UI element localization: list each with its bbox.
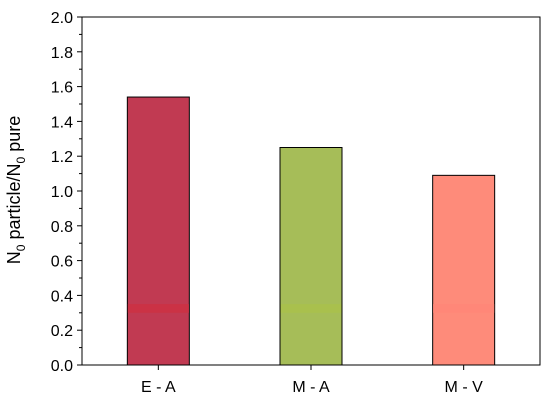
bar-m-a [279,147,343,366]
y-axis-title-part: N [4,251,24,264]
y-tick-label: 1.0 [51,184,73,201]
y-tick-label: 0.4 [51,288,73,305]
y-tick-label: 1.4 [51,114,73,131]
y-tick-label: 2.0 [51,10,73,27]
y-tick-label: 1.8 [51,45,73,62]
bar-highlight-band [127,304,189,313]
y-tick-label: 0.8 [51,219,73,236]
y-tick-label: 0.0 [51,358,73,375]
y-axis-title-part: pure [4,116,24,157]
x-tick-label: M - V [445,379,484,396]
y-tick-label: 0.6 [51,254,73,271]
x-tick-label: E - A [141,379,176,396]
y-tick-label: 0.2 [51,323,73,340]
bar-highlight-band [280,304,342,313]
y-axis-title-part: particle/N [4,164,24,245]
x-tick-label: M - A [292,379,330,396]
y-tick-label: 1.6 [51,80,73,97]
bar-e-a [126,96,190,366]
bars [126,96,496,366]
bar-m-v [432,174,496,366]
y-axis-title: N0 particle/N0 pure [4,116,28,264]
bar-highlight-band [433,304,495,313]
tick-labels: 0.0 0.2 0.4 0.6 0.8 1.0 1.2 1.4 1.6 1.8 2.0 E - A M … [51,10,483,396]
y-axis-title-subscript: 0 [14,244,28,251]
y-axis-title-subscript: 0 [14,157,28,164]
y-tick-label: 1.2 [51,149,73,166]
